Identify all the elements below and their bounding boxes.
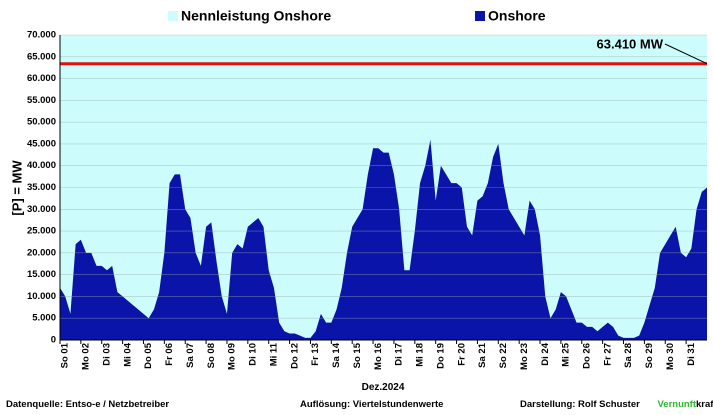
x-tick-label: So 08 bbox=[206, 343, 217, 368]
y-axis-label: [P] = MW bbox=[9, 160, 24, 216]
x-tick-label: Fr 27 bbox=[602, 343, 613, 366]
y-tick-label: 40.000 bbox=[27, 160, 56, 171]
x-tick-label: Mo 23 bbox=[519, 343, 530, 370]
x-tick-label: Do 12 bbox=[289, 343, 300, 369]
x-tick-label: So 01 bbox=[60, 342, 71, 368]
x-tick-label: Mo 30 bbox=[665, 343, 676, 370]
y-tick-label: 15.000 bbox=[27, 269, 56, 280]
x-tick-label: Di 10 bbox=[248, 343, 259, 366]
y-tick-label: 35.000 bbox=[27, 182, 56, 193]
y-tick-label: 60.000 bbox=[27, 73, 56, 84]
x-tick-label: Fr 20 bbox=[456, 343, 467, 366]
legend-label: Nennleistung Onshore bbox=[181, 8, 331, 24]
y-tick-label: 25.000 bbox=[27, 226, 56, 237]
y-tick-label: 55.000 bbox=[27, 95, 56, 106]
x-tick-label: Mo 09 bbox=[227, 343, 238, 370]
annotation-arrow bbox=[664, 43, 708, 65]
x-tick-label: Fr 06 bbox=[164, 343, 175, 366]
x-tick-label: Do 26 bbox=[582, 343, 593, 369]
x-tick-label: Mi 11 bbox=[268, 342, 279, 366]
x-tick-label: Mi 18 bbox=[415, 343, 426, 367]
footer-brand: kraft bbox=[696, 399, 713, 410]
y-tick-label: 0 bbox=[51, 335, 56, 346]
x-tick-label: So 29 bbox=[644, 343, 655, 368]
x-tick-label: Sa 28 bbox=[623, 343, 634, 368]
footer-author: Darstellung: Rolf Schuster bbox=[520, 399, 640, 410]
y-tick-label: 30.000 bbox=[27, 204, 56, 215]
y-tick-label: 10.000 bbox=[27, 291, 56, 302]
x-tick-label: Di 17 bbox=[394, 343, 405, 366]
x-tick-label: Di 31 bbox=[686, 342, 697, 365]
x-tick-label: Sa 07 bbox=[185, 343, 196, 368]
footer-resolution: Auflösung: Viertelstundenwerte bbox=[300, 399, 443, 410]
x-tick-label: Mi 04 bbox=[122, 342, 133, 366]
x-tick-label: So 22 bbox=[498, 343, 509, 368]
x-tick-label: Mi 25 bbox=[561, 342, 572, 366]
y-tick-label: 70.000 bbox=[27, 30, 56, 41]
x-tick-label: So 15 bbox=[352, 342, 363, 368]
y-tick-label: 5.000 bbox=[32, 313, 56, 324]
x-tick-label: Di 03 bbox=[101, 343, 112, 366]
footer-source: Datenquelle: Entso-e / Netzbetreiber bbox=[6, 399, 169, 410]
x-tick-label: Mo 02 bbox=[81, 343, 92, 370]
x-tick-label: Sa 14 bbox=[331, 342, 342, 368]
x-tick-label: Di 24 bbox=[540, 342, 551, 365]
footer-brand: Vernunft bbox=[657, 399, 696, 410]
x-tick-label: Mo 16 bbox=[373, 343, 384, 370]
y-tick-label: 65.000 bbox=[27, 51, 56, 62]
y-tick-label: 20.000 bbox=[27, 247, 56, 258]
area bbox=[60, 139, 707, 340]
legend-swatch bbox=[168, 11, 178, 21]
y-tick-label: 50.000 bbox=[27, 117, 56, 128]
annotation: 63.410 MW bbox=[597, 36, 664, 51]
legend-swatch bbox=[475, 11, 485, 21]
x-tick-label: Do 05 bbox=[143, 342, 154, 369]
x-tick-label: Fr 13 bbox=[310, 343, 321, 366]
x-tick-label: Do 19 bbox=[435, 343, 446, 369]
legend-label: Onshore bbox=[488, 8, 546, 24]
y-tick-label: 45.000 bbox=[27, 138, 56, 149]
x-tick-label: Sa 21 bbox=[477, 342, 488, 368]
x-axis-label: Dez.2024 bbox=[362, 382, 405, 393]
